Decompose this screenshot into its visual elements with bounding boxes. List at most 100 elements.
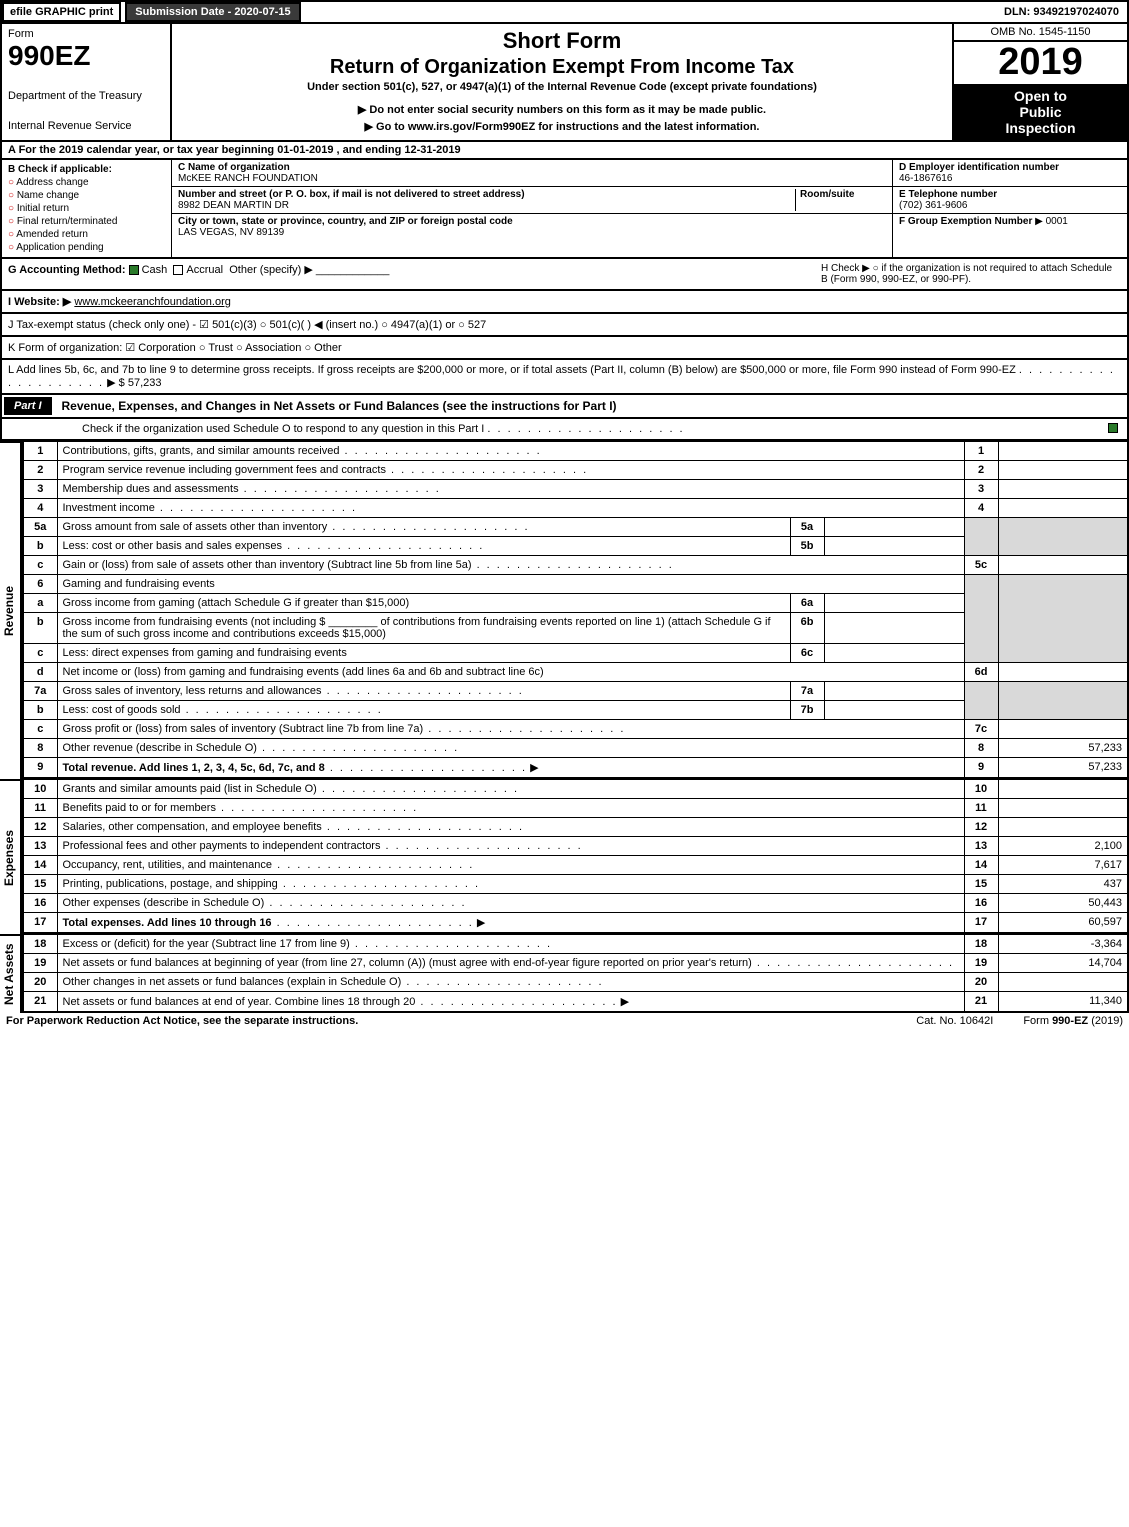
- l18-ln: 18: [964, 934, 998, 953]
- footer-paperwork: For Paperwork Reduction Act Notice, see …: [6, 1015, 886, 1027]
- inspect-l3: Inspection: [956, 120, 1125, 136]
- l6d-num: d: [23, 662, 57, 681]
- l18-desc: Excess or (deficit) for the year (Subtra…: [63, 938, 350, 950]
- inspect-l2: Public: [956, 104, 1125, 120]
- chk-cash[interactable]: [129, 265, 139, 275]
- l5a-desc: Gross amount from sale of assets other t…: [63, 521, 328, 533]
- l13-val: 2,100: [998, 836, 1128, 855]
- box-c: C Name of organization McKEE RANCH FOUND…: [172, 160, 892, 257]
- header-left: Form 990EZ Department of the Treasury In…: [2, 24, 172, 140]
- l4-desc: Investment income: [63, 502, 155, 514]
- l18-val: -3,364: [998, 934, 1128, 953]
- l2-num: 2: [23, 460, 57, 479]
- l10-num: 10: [23, 779, 57, 798]
- website-link[interactable]: www.mckeeranchfoundation.org: [74, 296, 231, 308]
- chk-application-pending[interactable]: Application pending: [8, 242, 165, 253]
- form-header: Form 990EZ Department of the Treasury In…: [0, 24, 1129, 142]
- efile-print-button[interactable]: efile GRAPHIC print: [2, 2, 121, 22]
- box-def: D Employer identification number 46-1867…: [892, 160, 1127, 257]
- submission-date-button[interactable]: Submission Date - 2020-07-15: [125, 2, 300, 22]
- l6c-sn: 6c: [790, 643, 824, 662]
- l9-num: 9: [23, 757, 57, 778]
- part-i-checkbox[interactable]: [1108, 423, 1118, 433]
- l21-desc: Net assets or fund balances at end of ye…: [63, 996, 416, 1008]
- dept-treasury: Department of the Treasury: [8, 90, 164, 102]
- l8-num: 8: [23, 738, 57, 757]
- chk-accrual[interactable]: [173, 265, 183, 275]
- c-room-caption: Room/suite: [800, 189, 854, 200]
- l5c-val: [998, 555, 1128, 574]
- l1-desc: Contributions, gifts, grants, and simila…: [63, 445, 340, 457]
- e-phone-caption: E Telephone number: [899, 189, 997, 200]
- d-ein-caption: D Employer identification number: [899, 162, 1059, 173]
- l9-val: 57,233: [998, 757, 1128, 778]
- l14-val: 7,617: [998, 855, 1128, 874]
- l18-num: 18: [23, 934, 57, 953]
- footer-catno: Cat. No. 10642I: [886, 1015, 1023, 1027]
- l5c-ln: 5c: [964, 555, 998, 574]
- org-city: LAS VEGAS, NV 89139: [178, 227, 284, 238]
- part-i-bar: Part I Revenue, Expenses, and Changes in…: [0, 395, 1129, 419]
- expenses-table: 10Grants and similar amounts paid (list …: [22, 779, 1129, 934]
- expenses-sidelabel: Expenses: [0, 779, 22, 934]
- l12-num: 12: [23, 817, 57, 836]
- l1-ln: 1: [964, 441, 998, 460]
- l19-val: 14,704: [998, 953, 1128, 972]
- l8-ln: 8: [964, 738, 998, 757]
- header-right: OMB No. 1545-1150 2019 Open to Public In…: [952, 24, 1127, 140]
- l5a-sv: [824, 517, 964, 536]
- row-k: K Form of organization: ☑ Corporation ○ …: [0, 337, 1129, 360]
- part-i-check-dots: [487, 423, 684, 435]
- l12-val: [998, 817, 1128, 836]
- row-g-h: G Accounting Method: Cash Accrual Other …: [0, 259, 1129, 291]
- l6a-desc: Gross income from gaming (attach Schedul…: [63, 597, 410, 609]
- header-center: Short Form Return of Organization Exempt…: [172, 24, 952, 140]
- footer-formref: Form 990-EZ (2019): [1023, 1015, 1123, 1027]
- l7c-desc: Gross profit or (loss) from sales of inv…: [63, 723, 424, 735]
- l11-num: 11: [23, 798, 57, 817]
- l7a-num: 7a: [23, 681, 57, 700]
- l7b-sv: [824, 700, 964, 719]
- instructions-link-line: ▶ Go to www.irs.gov/Form990EZ for instru…: [182, 120, 942, 133]
- e-phone-value: (702) 361-9606: [899, 200, 967, 211]
- g-accrual: Accrual: [186, 264, 223, 276]
- chk-final-return[interactable]: Final return/terminated: [8, 216, 165, 227]
- l4-ln: 4: [964, 498, 998, 517]
- omb-number: OMB No. 1545-1150: [954, 24, 1127, 42]
- title-short-form: Short Form: [182, 28, 942, 54]
- l9-ln: 9: [964, 757, 998, 778]
- l9-desc: Total revenue. Add lines 1, 2, 3, 4, 5c,…: [63, 762, 325, 774]
- l11-ln: 11: [964, 798, 998, 817]
- chk-address-change[interactable]: Address change: [8, 177, 165, 188]
- revenue-sidelabel: Revenue: [0, 441, 22, 779]
- netassets-sidelabel: Net Assets: [0, 934, 22, 1013]
- org-name: McKEE RANCH FOUNDATION: [178, 173, 318, 184]
- l12-ln: 12: [964, 817, 998, 836]
- l21-ln: 21: [964, 991, 998, 1012]
- top-bar: efile GRAPHIC print Submission Date - 20…: [0, 0, 1129, 24]
- chk-amended-return[interactable]: Amended return: [8, 229, 165, 240]
- l14-num: 14: [23, 855, 57, 874]
- l6c-desc: Less: direct expenses from gaming and fu…: [63, 647, 347, 659]
- inspect-l1: Open to: [956, 88, 1125, 104]
- l20-val: [998, 972, 1128, 991]
- l15-num: 15: [23, 874, 57, 893]
- l13-ln: 13: [964, 836, 998, 855]
- l7c-ln: 7c: [964, 719, 998, 738]
- l17-ln: 17: [964, 912, 998, 933]
- l17-num: 17: [23, 912, 57, 933]
- irs-link[interactable]: www.irs.gov/Form990EZ: [408, 121, 535, 133]
- chk-initial-return[interactable]: Initial return: [8, 203, 165, 214]
- page-footer: For Paperwork Reduction Act Notice, see …: [0, 1013, 1129, 1029]
- tax-year: 2019: [954, 42, 1127, 84]
- l6-desc: Gaming and fundraising events: [57, 574, 964, 593]
- l15-ln: 15: [964, 874, 998, 893]
- l21-val: 11,340: [998, 991, 1128, 1012]
- org-street: 8982 DEAN MARTIN DR: [178, 200, 289, 211]
- l3-val: [998, 479, 1128, 498]
- l5b-num: b: [23, 536, 57, 555]
- chk-name-change[interactable]: Name change: [8, 190, 165, 201]
- subtitle: Under section 501(c), 527, or 4947(a)(1)…: [182, 81, 942, 93]
- l7a-sv: [824, 681, 964, 700]
- l5a-num: 5a: [23, 517, 57, 536]
